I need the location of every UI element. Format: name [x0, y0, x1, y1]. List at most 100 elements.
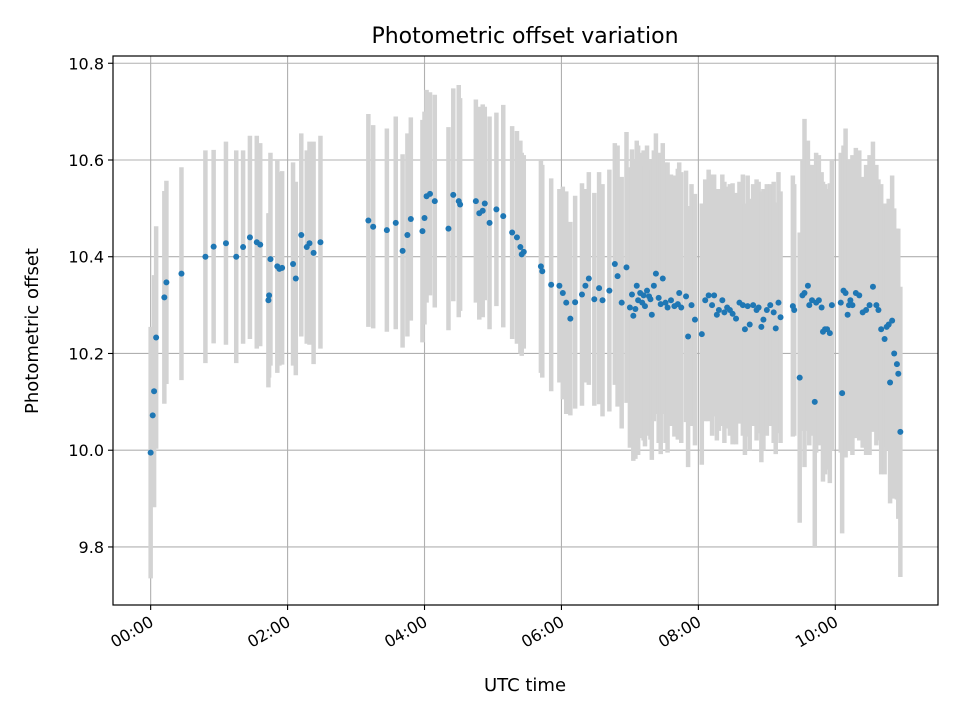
data-point: [755, 304, 762, 311]
data-point: [659, 275, 666, 282]
y-axis-ticks: 9.8 10.0 10.2 10.4 10.6 10.8: [68, 54, 113, 557]
data-point: [713, 311, 720, 318]
data-point: [895, 370, 902, 377]
data-point: [426, 190, 433, 197]
data-point: [486, 219, 493, 226]
data-point: [746, 321, 753, 328]
data-point: [392, 219, 399, 226]
data-point: [652, 270, 659, 277]
data-point: [539, 268, 546, 275]
data-point: [623, 264, 630, 271]
data-point: [664, 304, 671, 311]
data-point: [210, 243, 217, 250]
data-point: [791, 306, 798, 313]
data-point: [578, 291, 585, 298]
data-point: [828, 302, 835, 309]
y-tick-label: 9.8: [79, 538, 104, 557]
data-point: [881, 335, 888, 342]
data-point: [479, 207, 486, 214]
data-point: [509, 229, 516, 236]
data-point: [618, 299, 625, 306]
data-point: [267, 256, 274, 263]
data-point: [591, 296, 598, 303]
data-point: [500, 213, 507, 220]
data-point: [847, 297, 854, 304]
data-point: [450, 191, 457, 198]
data-point: [640, 292, 647, 299]
data-point: [614, 273, 621, 280]
data-point: [265, 297, 272, 304]
data-point: [685, 333, 692, 340]
data-point: [729, 310, 736, 317]
data-point: [875, 306, 882, 313]
data-point: [298, 231, 305, 238]
data-point: [279, 264, 286, 271]
data-point: [202, 253, 209, 260]
data-point: [365, 217, 372, 224]
data-point: [153, 334, 160, 341]
data-point: [650, 282, 657, 289]
data-point: [849, 302, 856, 309]
data-point: [866, 302, 873, 309]
data-point: [246, 234, 253, 241]
data-point: [611, 260, 618, 267]
data-point: [760, 316, 767, 323]
data-point: [472, 198, 479, 205]
y-tick-label: 10.0: [68, 441, 104, 460]
data-point: [240, 244, 247, 251]
data-point: [421, 215, 428, 222]
data-point: [626, 304, 633, 311]
data-point: [873, 302, 880, 309]
data-point: [582, 282, 589, 289]
y-tick-label: 10.6: [68, 151, 104, 170]
data-point: [559, 290, 566, 297]
data-point: [804, 282, 811, 289]
data-point: [445, 225, 452, 232]
data-point: [763, 306, 770, 313]
data-point: [744, 303, 751, 310]
data-point: [887, 379, 894, 386]
data-point: [856, 292, 863, 299]
data-point: [641, 303, 648, 310]
data-point: [758, 323, 765, 330]
data-point: [567, 315, 574, 322]
data-point: [705, 292, 712, 299]
x-axis-label: UTC time: [484, 675, 566, 696]
data-point: [719, 297, 726, 304]
data-point: [826, 330, 833, 337]
data-point: [777, 314, 784, 321]
data-point: [163, 279, 170, 286]
data-point: [721, 309, 728, 316]
data-point: [563, 299, 570, 306]
data-point: [711, 292, 718, 299]
data-point: [317, 239, 324, 246]
data-point: [178, 270, 185, 277]
data-point: [537, 263, 544, 270]
data-point: [548, 281, 555, 288]
y-tick-label: 10.2: [68, 344, 104, 363]
data-point: [691, 316, 698, 323]
data-point: [257, 241, 264, 248]
data-point: [290, 260, 297, 267]
data-point: [702, 297, 709, 304]
data-point: [772, 325, 779, 332]
chart-title: Photometric offset variation: [371, 24, 678, 49]
data-point: [741, 326, 748, 333]
data-point: [266, 292, 273, 299]
data-point: [676, 290, 683, 297]
data-point: [878, 326, 885, 333]
data-point: [770, 309, 777, 316]
data-point: [837, 299, 844, 306]
data-point: [404, 231, 411, 238]
data-point: [596, 285, 603, 292]
data-point: [891, 350, 898, 357]
data-point: [630, 312, 637, 319]
plot-frame: [112, 55, 939, 606]
data-point: [869, 283, 876, 290]
data-point: [842, 290, 849, 297]
y-axis-label: Photometric offset: [22, 248, 43, 414]
data-point: [520, 248, 527, 255]
data-point: [863, 306, 870, 313]
data-point: [161, 294, 168, 301]
